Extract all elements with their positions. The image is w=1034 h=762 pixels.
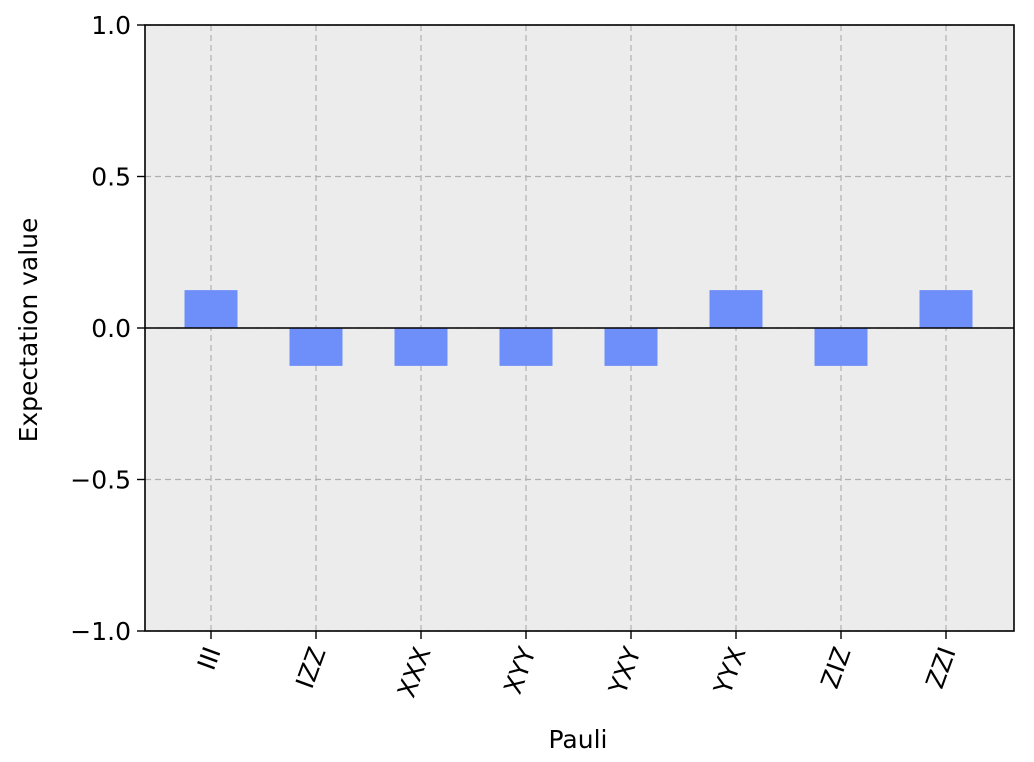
- bar-zzi: [919, 290, 973, 328]
- y-axis-ticks: −1.0 −0.5 0.0 0.5 1.0: [70, 11, 145, 646]
- x-axis-ticks: III IZZ XXX XYY YXY YYX ZIZ ZZI: [192, 631, 962, 701]
- y-tick-label: 0.5: [91, 163, 131, 192]
- bar-yxy: [604, 328, 658, 366]
- y-axis-label: Expectation value: [14, 218, 43, 443]
- x-axis-label: Pauli: [548, 725, 607, 754]
- x-tick-label: ZIZ: [815, 643, 856, 692]
- y-tick-label: −1.0: [70, 617, 131, 646]
- x-tick-label: ZZI: [920, 643, 961, 692]
- x-tick-label: YYX: [708, 643, 752, 699]
- bars: [184, 290, 973, 366]
- bar-xxx: [394, 328, 448, 366]
- x-tick-label: XYY: [498, 642, 542, 697]
- y-tick-label: 0.0: [91, 314, 131, 343]
- bar-yyx: [709, 290, 763, 328]
- bar-iii: [184, 290, 238, 328]
- x-tick-label: IZZ: [290, 643, 331, 692]
- bar-xyy: [499, 328, 553, 366]
- bar-izz: [289, 328, 343, 366]
- y-tick-label: 1.0: [91, 11, 131, 40]
- y-tick-label: −0.5: [70, 466, 131, 495]
- x-tick-label: III: [192, 643, 227, 674]
- x-tick-label: XXX: [392, 643, 437, 701]
- x-tick-label: YXY: [603, 642, 647, 698]
- bar-ziz: [814, 328, 868, 366]
